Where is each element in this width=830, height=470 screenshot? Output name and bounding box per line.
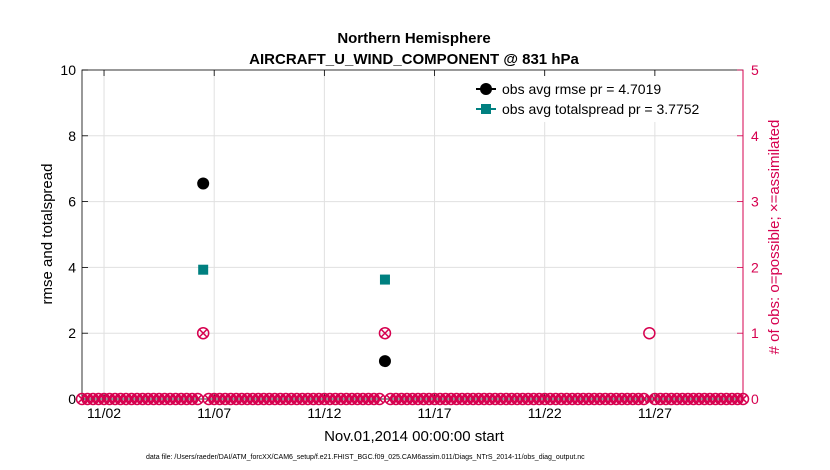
x-axis-label: Nov.01,2014 00:00:00 start (324, 428, 505, 445)
x-tick-label: 11/27 (638, 405, 672, 421)
y-tick-label: 4 (68, 259, 76, 275)
footnote: data file: /Users/raeder/DAI/ATM_forcXX/… (146, 454, 585, 461)
obs-possible-marker (736, 392, 750, 406)
x-tick-label: 11/22 (528, 405, 562, 421)
y2-tick-label: 0 (751, 391, 759, 407)
legend-spread-label: obs avg totalspread pr = 3.7752 (502, 101, 700, 117)
y2-tick-label: 4 (751, 128, 759, 144)
totalspread-point (198, 264, 209, 275)
totalspread-point (379, 274, 390, 285)
obs-assimilated-marker (198, 328, 208, 338)
grid-layer (82, 70, 743, 399)
y2-tick-label: 3 (751, 194, 759, 210)
x-tick-label: 11/02 (87, 405, 121, 421)
rmse-point (378, 355, 391, 368)
y2-tick-label: 1 (751, 325, 759, 341)
x-tick-label: 11/07 (197, 405, 231, 421)
y-tick-label: 8 (68, 128, 76, 144)
obs-assimilated-marker (375, 394, 384, 404)
obs-possible-marker (196, 326, 210, 340)
obs-possible-marker (643, 326, 656, 340)
y2-axis-label: # of obs: o=possible; ×=assimilated (766, 120, 783, 355)
y2-tick-label: 2 (751, 259, 759, 275)
legend: obs avg rmse pr = 4.7019 obs avg totalsp… (472, 76, 738, 122)
obs-assimilated-marker (738, 394, 748, 404)
y2-tick-label: 5 (751, 62, 759, 78)
obs-possible-marker (378, 326, 392, 340)
y-tick-label: 2 (68, 325, 76, 341)
y-tick-label: 10 (60, 62, 76, 78)
marks-layer (75, 177, 750, 406)
chart-subtitle: AIRCRAFT_U_WIND_COMPONENT @ 831 hPa (249, 51, 579, 68)
obs-assimilated-marker (380, 328, 390, 338)
x-tick-label: 11/12 (307, 405, 341, 421)
y-tick-label: 0 (68, 391, 76, 407)
legend-spread-marker (481, 104, 491, 114)
legend-box (472, 76, 738, 122)
chart-title: Northern Hemisphere (337, 30, 490, 47)
axes-layer: 11/02 11/07 11/12 11/17 11/22 11/27 0 2 4 6 8 10 0 1 2… (60, 62, 759, 421)
legend-rmse-label: obs avg rmse pr = 4.7019 (502, 81, 661, 97)
rmse-point (197, 177, 210, 190)
obs-assimilated-marker (193, 394, 203, 404)
legend-rmse-marker (480, 83, 492, 95)
y-tick-label: 6 (68, 194, 76, 210)
y-axis-label: rmse and totalspread (39, 164, 56, 305)
x-tick-label: 11/17 (418, 405, 452, 421)
